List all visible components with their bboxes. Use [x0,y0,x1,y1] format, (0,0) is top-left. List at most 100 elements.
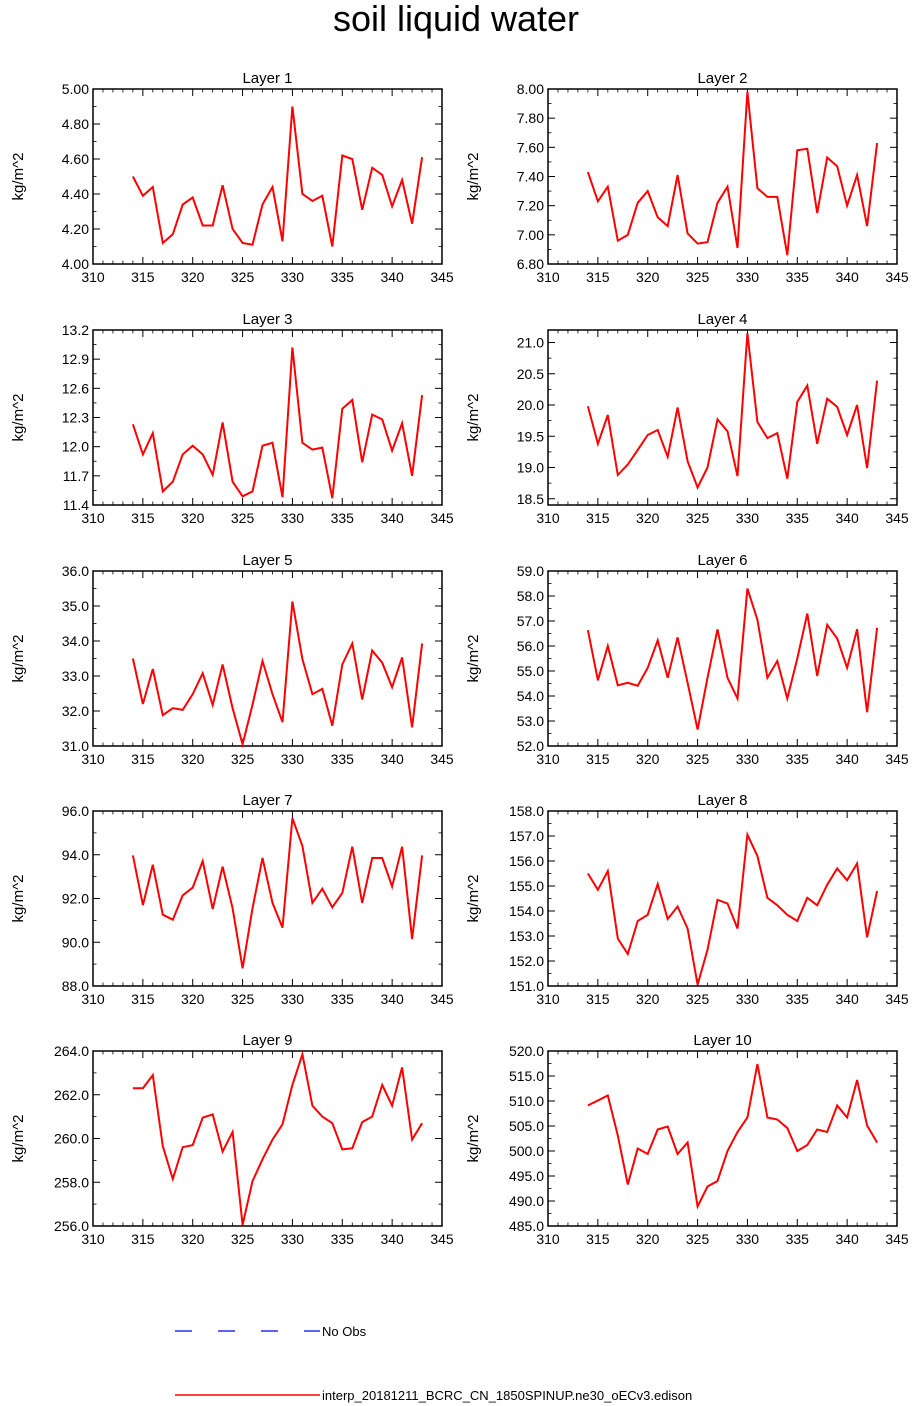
chart-4-series-line-1 [586,332,879,490]
chart-7-ytick-label: 96.0 [62,803,89,819]
chart-7-xtick-label: 330 [281,991,305,1007]
chart-4-xtick-label: 310 [536,510,560,526]
chart-4-frame [547,329,898,506]
chart-6-ytick-label: 57.0 [517,613,544,629]
chart-4-ytick-label: 19.0 [517,460,544,476]
chart-6-xtick-label: 345 [885,751,909,767]
chart-6-xtick-label: 340 [835,751,859,767]
chart-4-ytick-label: 21.0 [517,335,544,351]
chart-10-xtick-label: 325 [686,1231,710,1247]
chart-3-xtick-label: 340 [380,510,404,526]
chart-3-ytick-label: 11.4 [63,497,89,513]
chart-4-xtick-label: 315 [586,510,610,526]
chart-7-xtick-label: 325 [231,991,255,1007]
chart-6-xtick-label: 325 [686,751,710,767]
chart-5-xtick-label: 325 [231,751,255,767]
chart-9-ytick-label: 258.0 [54,1174,89,1190]
chart-10-ytick-label: 510.0 [509,1093,544,1109]
chart-2-ytick-label: 7.80 [517,110,544,126]
chart-8-ytick-label: 154.0 [509,903,544,919]
chart-8-xtick-label: 345 [885,991,909,1007]
chart-1-ytick-label: 4.40 [62,186,89,202]
chart-9-xtick-label: 325 [231,1231,255,1247]
chart-9-ylabel: kg/m^2 [10,1115,27,1163]
chart-10-xtick-label: 310 [536,1231,560,1247]
chart-4-ytick-label: 20.5 [517,366,544,382]
legend-label-no-obs: No Obs [322,1324,367,1339]
chart-1-xtick-label: 330 [281,269,305,285]
chart-7-xtick-label: 345 [430,991,454,1007]
chart-7-xtick-label: 310 [81,991,105,1007]
chart-8-ytick-label: 158.0 [509,803,544,819]
chart-10-xtick-label: 330 [736,1231,760,1247]
chart-1-ytick-label: 5.00 [62,81,89,97]
chart-6-title: Layer 6 [697,552,747,569]
chart-6-series-line-1 [586,588,879,730]
chart-9-xtick-label: 340 [380,1231,404,1247]
chart-10-ytick-label: 505.0 [509,1118,544,1134]
chart-7-xtick-label: 340 [380,991,404,1007]
chart-9-ytick-label: 264.0 [54,1043,89,1059]
chart-5-ytick-label: 32.0 [62,703,89,719]
chart-7-ytick-label: 94.0 [62,847,89,863]
chart-1-ytick-label: 4.60 [62,151,89,167]
chart-10-ytick-label: 520.0 [509,1043,544,1059]
chart-3-ylabel: kg/m^2 [10,394,27,442]
chart-2-xtick-label: 330 [736,269,760,285]
chart-1-xtick-label: 325 [231,269,255,285]
chart-1-ytick-label: 4.20 [62,221,89,237]
chart-10-ytick-label: 495.0 [509,1168,544,1184]
chart-3-title: Layer 3 [242,311,292,328]
chart-1-series-line-1 [132,106,424,247]
chart-2-title: Layer 2 [697,70,747,87]
chart-2-ytick-label: 7.00 [517,227,544,243]
chart-5-title: Layer 5 [242,552,292,569]
chart-4-title: Layer 4 [697,311,747,328]
chart-5-ylabel: kg/m^2 [10,635,27,683]
chart-8-series-line-1 [587,831,879,985]
chart-5-ytick-label: 36.0 [62,563,89,579]
chart-2-ylabel: kg/m^2 [465,153,482,201]
chart-8-xtick-label: 330 [736,991,760,1007]
chart-4-ytick-label: 19.5 [517,428,544,444]
chart-10-ylabel: kg/m^2 [465,1115,482,1163]
chart-8-xtick-label: 310 [536,991,560,1007]
chart-8-title: Layer 8 [697,792,747,809]
chart-2-xtick-label: 310 [536,269,560,285]
chart-5-ytick-label: 33.0 [62,668,89,684]
chart-6-xtick-label: 320 [636,751,660,767]
chart-2-xtick-label: 315 [586,269,610,285]
chart-5-ytick-label: 31.0 [62,738,89,754]
chart-5-xtick-label: 320 [181,751,205,767]
chart-3-ytick-label: 12.0 [62,439,89,455]
chart-9-ytick-label: 262.0 [54,1087,89,1103]
chart-9-series-line-1 [132,1050,423,1226]
chart-2-ytick-label: 8.00 [517,81,544,97]
chart-7-title: Layer 7 [242,792,292,809]
chart-1-title: Layer 1 [242,70,292,87]
chart-8-xtick-label: 325 [686,991,710,1007]
legend-label-model: interp_20181211_BCRC_CN_1850SPINUP.ne30_… [322,1388,692,1403]
chart-3-ytick-label: 11.7 [63,468,89,484]
chart-8-ytick-label: 151.0 [509,978,544,994]
chart-5-xtick-label: 335 [331,751,355,767]
chart-8-ytick-label: 156.0 [509,853,544,869]
chart-8-xtick-label: 340 [835,991,859,1007]
chart-7-ytick-label: 88.0 [62,978,89,994]
chart-9-title: Layer 9 [242,1032,292,1049]
chart-5-ytick-label: 34.0 [62,633,89,649]
chart-10-series-line-1 [587,1063,878,1210]
chart-4-ytick-label: 18.5 [517,491,544,507]
chart-1-ytick-label: 4.80 [62,116,89,132]
chart-7-xtick-label: 315 [131,991,155,1007]
chart-6-ytick-label: 52.0 [517,738,544,754]
chart-1-xtick-label: 310 [81,269,105,285]
chart-6-xtick-label: 335 [786,751,810,767]
chart-4-xtick-label: 340 [835,510,859,526]
chart-1-xtick-label: 345 [430,269,454,285]
chart-10-title: Layer 10 [693,1032,751,1049]
chart-10-xtick-label: 345 [885,1231,909,1247]
chart-1-ytick-label: 4.00 [62,256,89,272]
chart-4-xtick-label: 325 [686,510,710,526]
